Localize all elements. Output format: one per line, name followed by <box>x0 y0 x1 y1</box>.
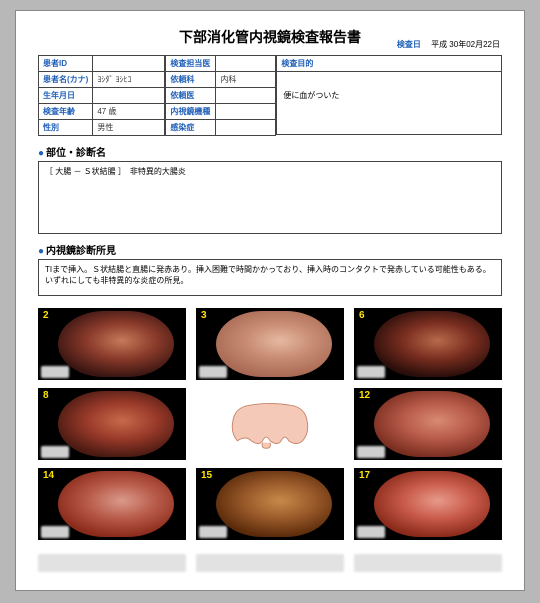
findings-section: ●内視鏡診断所見 TIまで挿入。Ｓ状結腸と直腸に発赤あり。挿入困難で時間かかって… <box>38 242 502 296</box>
endoscopy-thumb: 14 <box>38 468 186 540</box>
patient-age-value: 47 歳 <box>93 104 165 120</box>
diagnosis-body: ［ 大腸 － Ｓ状結腸 ］ 非特異的大腸炎 <box>38 162 502 234</box>
patient-id-value <box>93 56 165 72</box>
image-number: 8 <box>41 390 51 401</box>
bullet-icon: ● <box>38 246 44 257</box>
redacted-overlay <box>41 446 69 458</box>
exam-date-label: 検査日 <box>397 40 421 49</box>
report-page: 下部消化管内視鏡検査報告書 検査日 平成 30年02月22日 患者ID 患者名(… <box>15 10 525 591</box>
endoscopy-image <box>216 471 332 537</box>
endoscopy-image <box>58 391 174 457</box>
image-number: 14 <box>41 470 56 481</box>
req-infect-value <box>216 120 276 136</box>
patient-table: 患者ID 患者名(カナ)ﾖｼﾀﾞ ﾖｼﾋｺ 生年月日 検査年齢47 歳 性別男性 <box>38 55 165 136</box>
endoscopy-thumb: 17 <box>354 468 502 540</box>
patient-id-label: 患者ID <box>39 56 93 72</box>
req-dept-label: 依頼科 <box>166 72 216 88</box>
req-md-value <box>216 88 276 104</box>
req-doctor-value <box>216 56 276 72</box>
endoscopy-thumb: 6 <box>354 308 502 380</box>
endoscopy-image <box>58 311 174 377</box>
diagnosis-head: ●部位・診断名 <box>38 144 502 162</box>
endoscopy-thumb: 8 <box>38 388 186 460</box>
endoscopy-image <box>374 391 490 457</box>
purpose-head: 検査目的 <box>276 55 502 71</box>
findings-head-text: 内視鏡診断所見 <box>46 246 116 257</box>
req-scope-label: 内視鏡機種 <box>166 104 216 120</box>
image-number: 2 <box>41 310 51 321</box>
endoscopy-thumb: 15 <box>196 468 344 540</box>
req-infect-label: 感染症 <box>166 120 216 136</box>
findings-head: ●内視鏡診断所見 <box>38 242 502 260</box>
patient-kana-value: ﾖｼﾀﾞ ﾖｼﾋｺ <box>93 72 165 88</box>
redacted-overlay <box>357 446 385 458</box>
patient-sex-value: 男性 <box>93 120 165 136</box>
patient-kana-label: 患者名(カナ) <box>39 72 93 88</box>
redacted-overlay <box>357 366 385 378</box>
request-table: 検査担当医 依頼科内科 依頼医 内視鏡機種 感染症 <box>165 55 276 136</box>
image-number: 3 <box>199 310 209 321</box>
endoscopy-image <box>58 471 174 537</box>
exam-date: 検査日 平成 30年02月22日 <box>397 39 500 50</box>
redacted-overlay <box>41 526 69 538</box>
redacted-overlay <box>357 526 385 538</box>
purpose-body: 便に血がついた <box>276 71 502 135</box>
endoscopy-thumb: 12 <box>354 388 502 460</box>
endoscopy-thumb: 3 <box>196 308 344 380</box>
bullet-icon: ● <box>38 148 44 159</box>
patient-dob-value <box>93 88 165 104</box>
req-md-label: 依頼医 <box>166 88 216 104</box>
image-number: 12 <box>357 390 372 401</box>
redacted-overlay <box>41 366 69 378</box>
purpose-block: 検査目的 便に血がついた <box>276 55 502 136</box>
req-scope-value <box>216 104 276 120</box>
info-row: 患者ID 患者名(カナ)ﾖｼﾀﾞ ﾖｼﾋｺ 生年月日 検査年齢47 歳 性別男性… <box>38 55 502 136</box>
patient-dob-label: 生年月日 <box>39 88 93 104</box>
footer-redacted <box>38 554 502 572</box>
redacted-overlay <box>199 366 227 378</box>
redacted-overlay <box>199 526 227 538</box>
diagnosis-head-text: 部位・診断名 <box>46 148 106 159</box>
image-number: 6 <box>357 310 367 321</box>
image-grid: 2 3 6 8 12 14 15 17 <box>38 308 502 540</box>
diagnosis-section: ●部位・診断名 ［ 大腸 － Ｓ状結腸 ］ 非特異的大腸炎 <box>38 144 502 234</box>
colon-diagram <box>196 388 344 460</box>
endoscopy-thumb: 2 <box>38 308 186 380</box>
patient-sex-label: 性別 <box>39 120 93 136</box>
req-doctor-label: 検査担当医 <box>166 56 216 72</box>
endoscopy-image <box>374 471 490 537</box>
image-number: 17 <box>357 470 372 481</box>
endoscopy-image <box>374 311 490 377</box>
findings-body: TIまで挿入。Ｓ状結腸と直腸に発赤あり。挿入困難で時間かかっており、挿入時のコン… <box>38 260 502 296</box>
endoscopy-image <box>216 311 332 377</box>
image-number: 15 <box>199 470 214 481</box>
patient-age-label: 検査年齢 <box>39 104 93 120</box>
exam-date-value: 平成 30年02月22日 <box>431 40 500 49</box>
req-dept-value: 内科 <box>216 72 276 88</box>
colon-icon <box>220 396 320 452</box>
